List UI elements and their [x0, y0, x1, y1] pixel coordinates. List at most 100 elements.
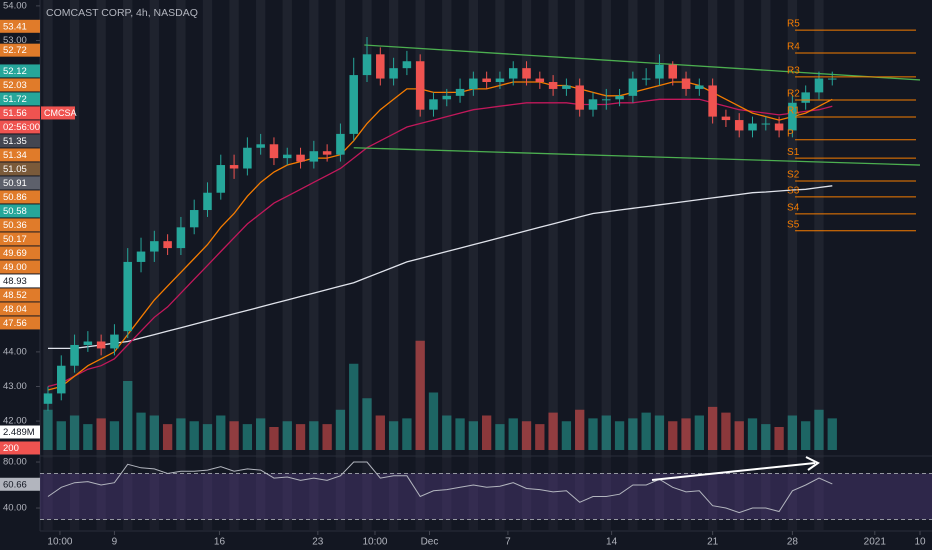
- price-tag: [0, 246, 40, 260]
- volume-bar: [149, 415, 159, 450]
- candle-body: [575, 85, 584, 110]
- candle-body: [668, 64, 678, 79]
- price-tag-label: 51.72: [3, 94, 27, 105]
- volume-bar: [694, 415, 704, 450]
- candle-body: [734, 120, 744, 131]
- candle-body: [522, 68, 531, 79]
- session-stripe: [521, 0, 532, 530]
- x-tick-label: 10: [914, 537, 926, 548]
- candle-body: [774, 123, 784, 131]
- price-tag: [0, 288, 40, 302]
- volume-bar: [535, 424, 545, 450]
- volume-bar: [521, 421, 532, 450]
- candle-body: [641, 78, 651, 80]
- session-stripe: [282, 0, 292, 530]
- session-stripe: [787, 0, 798, 530]
- volume-bar: [349, 363, 359, 450]
- price-tag-label: 51.56: [3, 108, 27, 119]
- volume-bar: [614, 421, 625, 450]
- volume-bar: [628, 418, 638, 450]
- volume-bar: [83, 424, 93, 450]
- pivot-label: P: [787, 128, 794, 139]
- price-tag-label: 48.04: [3, 304, 27, 315]
- candle-body: [814, 78, 824, 93]
- volume-tag: [0, 425, 40, 439]
- volume-bar: [707, 406, 718, 450]
- candle-body: [615, 95, 624, 100]
- candle-body: [309, 151, 319, 162]
- volume-bar: [375, 415, 385, 450]
- candle-body: [269, 144, 279, 159]
- candle-body: [322, 151, 332, 155]
- rsi-tag-label: 60.66: [3, 479, 27, 490]
- candle-body: [562, 85, 571, 89]
- volume-tag-label: 2.489M: [3, 427, 35, 438]
- session-stripe: [69, 0, 80, 530]
- rsi-tag: [0, 477, 40, 491]
- moving-average: [47, 98, 833, 388]
- candle-body: [655, 64, 664, 79]
- candle-body: [535, 78, 545, 83]
- candle-body: [455, 88, 465, 96]
- volume-bar: [269, 427, 279, 450]
- session-stripe: [335, 0, 346, 530]
- session-stripe: [601, 0, 611, 530]
- volume-bar: [641, 412, 651, 450]
- candle-body: [376, 54, 385, 79]
- session-stripe: [495, 0, 505, 530]
- price-tag-label: 48.52: [3, 290, 27, 301]
- rsi-tick-label: 80.00: [3, 457, 27, 468]
- annotation-arrowhead: [805, 456, 820, 471]
- candle-body: [362, 54, 372, 76]
- price-tag-label: 50.58: [3, 206, 27, 217]
- candle-body: [163, 241, 172, 249]
- price-tag-label: 47.56: [3, 318, 27, 329]
- price-tag: [0, 19, 40, 33]
- session-stripe: [548, 0, 558, 530]
- candle-body: [402, 61, 412, 69]
- x-tick-label: 14: [606, 537, 618, 548]
- volume-bar: [402, 418, 412, 450]
- y-tick-label: 44.00: [3, 346, 27, 357]
- candle-body: [721, 116, 731, 121]
- x-tick-label: 10:00: [362, 537, 387, 548]
- x-tick-label: 2021: [864, 537, 887, 548]
- volume-bar: [508, 418, 518, 450]
- session-stripe: [734, 0, 744, 530]
- candle-body: [442, 95, 452, 100]
- price-tag: [0, 316, 40, 330]
- session-stripe: [149, 0, 159, 530]
- candle-body: [349, 75, 358, 134]
- volume-bar: [282, 421, 292, 450]
- y-tick-label: 54.00: [3, 0, 27, 11]
- candle-body: [495, 78, 505, 83]
- volume-bar: [136, 412, 146, 450]
- volume-bar: [43, 409, 53, 450]
- candle-body: [243, 147, 252, 169]
- x-tick-label: 21: [707, 537, 719, 548]
- pivot-label: S4: [787, 202, 800, 213]
- price-tag-label: 52.72: [3, 45, 27, 56]
- price-tag: [0, 106, 40, 120]
- volume-bar: [202, 424, 213, 450]
- x-tick-label: 7: [505, 537, 511, 548]
- candle-body: [256, 144, 265, 148]
- candle-body: [150, 241, 159, 252]
- volume-bar: [229, 421, 239, 450]
- price-tag-label: 51.34: [3, 150, 27, 161]
- chart-title: COMCAST CORP, 4h, NASDAQ: [46, 7, 198, 19]
- price-tag-label: 53.41: [3, 21, 27, 32]
- volume-bar: [96, 418, 106, 450]
- session-stripe: [814, 0, 824, 530]
- y-tick-label: 42.00: [3, 416, 27, 427]
- volume-bar: [362, 398, 372, 450]
- volume-tag: [0, 441, 40, 455]
- volume-bar: [827, 418, 837, 450]
- volume-bar: [747, 418, 758, 450]
- pivot-label: S5: [787, 219, 800, 230]
- session-stripe: [442, 0, 452, 530]
- candle-body: [123, 261, 132, 332]
- price-tag-label: 02:56:00: [3, 122, 40, 133]
